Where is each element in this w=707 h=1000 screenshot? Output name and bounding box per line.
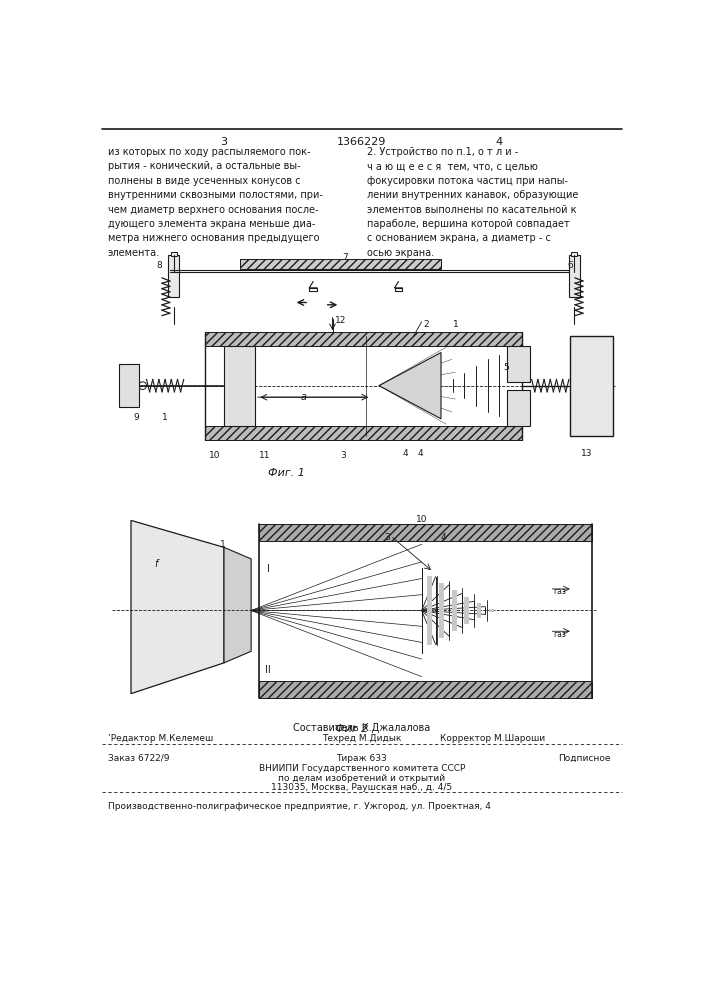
Circle shape <box>139 382 146 389</box>
Bar <box>259 524 592 541</box>
Bar <box>571 336 613 436</box>
Polygon shape <box>224 547 251 663</box>
Text: 7: 7 <box>341 253 348 262</box>
Bar <box>204 332 522 346</box>
Polygon shape <box>379 353 441 419</box>
Text: 13: 13 <box>580 449 592 458</box>
Text: 3: 3 <box>221 137 228 147</box>
Text: Производственно-полиграфическое предприятие, г. Ужгород, ул. Проектная, 4: Производственно-полиграфическое предприя… <box>107 802 491 811</box>
Text: из которых по ходу распыляемого пок-
рытия - конический, а остальные вы-
полнены: из которых по ходу распыляемого пок- рыт… <box>107 147 322 258</box>
Text: f: f <box>154 559 158 569</box>
Bar <box>571 252 578 256</box>
Bar <box>452 590 457 631</box>
Text: Подписное: Подписное <box>558 754 611 763</box>
Text: Корректор М.Шароши: Корректор М.Шароши <box>440 734 546 743</box>
Text: 1366229: 1366229 <box>337 137 387 147</box>
Bar <box>204 426 522 440</box>
Text: a: a <box>300 392 307 402</box>
Text: 2. Устройство по п.1, о т л и -
ч а ю щ е е с я  тем, что, с целью
фокусировки п: 2. Устройство по п.1, о т л и - ч а ю щ … <box>368 147 579 258</box>
Text: Фиг. 1: Фиг. 1 <box>267 468 305 478</box>
Text: I: I <box>267 564 269 574</box>
Text: 3: 3 <box>385 533 390 542</box>
Text: ’Редактор М.Келемеш: ’Редактор М.Келемеш <box>107 734 213 743</box>
Bar <box>489 609 493 612</box>
Bar <box>464 597 469 624</box>
Text: газ: газ <box>554 587 566 596</box>
Text: 11: 11 <box>259 451 270 460</box>
Text: 4: 4 <box>402 449 408 458</box>
Text: 113035, Москва, Раушская наб., д. 4/5: 113035, Москва, Раушская наб., д. 4/5 <box>271 783 452 792</box>
Text: 4: 4 <box>418 449 423 458</box>
Text: 10: 10 <box>416 515 427 524</box>
Bar <box>168 255 179 297</box>
Bar <box>224 346 255 426</box>
Text: 8: 8 <box>156 261 163 270</box>
Text: 3: 3 <box>340 451 346 460</box>
Bar <box>427 576 432 645</box>
Bar <box>170 252 177 256</box>
Text: 10: 10 <box>209 451 220 460</box>
Text: ВНИИПИ Государственного комитета СССР: ВНИИПИ Государственного комитета СССР <box>259 764 465 773</box>
Text: газ: газ <box>554 630 566 639</box>
Text: 1: 1 <box>452 320 458 329</box>
Text: II: II <box>265 665 271 675</box>
Bar <box>119 364 139 407</box>
Polygon shape <box>131 520 224 694</box>
Text: Составитель К.Джалалова: Составитель К.Джалалова <box>293 723 431 733</box>
Text: Заказ 6722/9: Заказ 6722/9 <box>107 754 169 763</box>
Text: Тираж 633: Тираж 633 <box>337 754 387 763</box>
Text: 9: 9 <box>134 413 139 422</box>
Bar <box>259 681 592 698</box>
Text: Фиг 2: Фиг 2 <box>335 724 368 734</box>
Bar <box>507 346 530 382</box>
Text: 1: 1 <box>162 413 168 422</box>
Text: 2: 2 <box>423 320 429 329</box>
Bar <box>440 583 444 638</box>
Text: по делам изобретений и открытий: по делам изобретений и открытий <box>279 774 445 783</box>
Bar <box>477 603 481 618</box>
Bar <box>507 389 530 426</box>
Text: 5: 5 <box>503 363 509 372</box>
Text: 1: 1 <box>220 540 226 549</box>
Text: 6: 6 <box>567 261 573 270</box>
Text: 4: 4 <box>496 137 503 147</box>
Bar <box>569 255 580 297</box>
Text: 12: 12 <box>335 316 346 325</box>
Bar <box>240 259 441 269</box>
Text: 4: 4 <box>441 533 447 542</box>
Text: Техред М.Дидык: Техред М.Дидык <box>322 734 402 743</box>
